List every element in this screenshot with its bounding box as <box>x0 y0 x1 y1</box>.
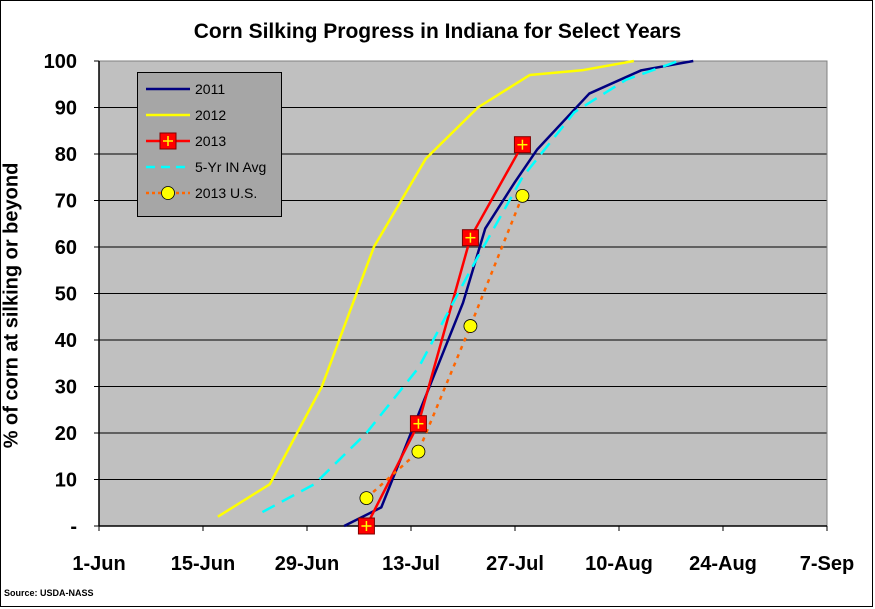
y-tick-label: 50 <box>55 284 77 306</box>
data-point <box>513 136 531 154</box>
x-tick-labels: 1-Jun 15-Jun 29-Jun 13-Jul 27-Jul 10-Aug 24-Au… <box>72 553 854 575</box>
data-point <box>357 517 375 535</box>
legend-label: 2013 <box>195 133 227 149</box>
data-point <box>461 229 479 247</box>
legend-item-2011: 2011 <box>138 77 283 103</box>
legend-swatch-2013 <box>146 132 190 150</box>
y-tick-label: 80 <box>55 144 77 166</box>
legend-item-2012: 2012 <box>138 103 283 129</box>
series-lines <box>217 59 694 528</box>
x-tick-label: 7-Sep <box>800 553 854 575</box>
chart-title: Corn Silking Progress in Indiana for Sel… <box>193 20 682 43</box>
series-markers <box>357 136 531 535</box>
data-point <box>463 319 478 333</box>
legend-label: 2011 <box>195 81 226 97</box>
axes <box>94 60 828 531</box>
y-tick-label: 60 <box>55 237 77 259</box>
x-tick-label: 27-Jul <box>486 553 544 575</box>
data-point <box>411 444 426 459</box>
y-axis-label: % of corn at silking or beyond <box>0 162 23 449</box>
legend-marker <box>161 186 175 200</box>
legend: 2011 2012 2013 5-Yr IN Avg 2013 U.S. <box>137 72 282 217</box>
series-line-5-yr-in-avg <box>261 59 679 514</box>
data-point <box>515 188 530 203</box>
legend-label: 2012 <box>195 107 227 123</box>
legend-item-2013-us: 2013 U.S. <box>138 181 283 207</box>
legend-label: 2013 U.S. <box>195 185 258 201</box>
y-tick-labels: - 10 20 30 40 50 60 70 80 90 100 <box>44 51 77 538</box>
x-tick-label: 13-Jul <box>382 553 440 575</box>
y-tick-label: 90 <box>55 98 77 120</box>
legend-item-2013: 2013 <box>138 129 283 155</box>
x-tick-label: 1-Jun <box>72 553 125 575</box>
y-tick-label: 30 <box>55 377 77 399</box>
series-line-2013-u-s- <box>365 195 524 500</box>
legend-swatch-5yr-avg <box>146 165 190 169</box>
data-point <box>359 491 374 506</box>
legend-swatch-2012 <box>146 113 190 117</box>
y-tick-label: 40 <box>55 330 77 352</box>
legend-swatch-2011 <box>146 87 190 91</box>
y-tick-label: 70 <box>55 191 77 213</box>
legend-item-5yr-avg: 5-Yr IN Avg <box>138 155 283 181</box>
y-tick-label: 20 <box>55 423 77 445</box>
legend-marker <box>159 132 177 150</box>
data-point <box>409 415 427 433</box>
series-line-2013 <box>365 144 524 527</box>
legend-label: 5-Yr IN Avg <box>195 159 267 175</box>
x-tick-label: 29-Jun <box>275 553 339 575</box>
legend-swatch-2013-us <box>146 186 190 200</box>
series-line-2012 <box>217 59 635 518</box>
x-tick-label: 15-Jun <box>171 553 235 575</box>
y-tick-label: 10 <box>55 470 77 492</box>
x-tick-label: 10-Aug <box>585 553 653 575</box>
y-tick-label: - <box>70 516 77 538</box>
y-tick-label: 100 <box>44 51 77 73</box>
source-note: Source: USDA-NASS <box>4 588 94 598</box>
x-tick-label: 24-Aug <box>689 553 757 575</box>
